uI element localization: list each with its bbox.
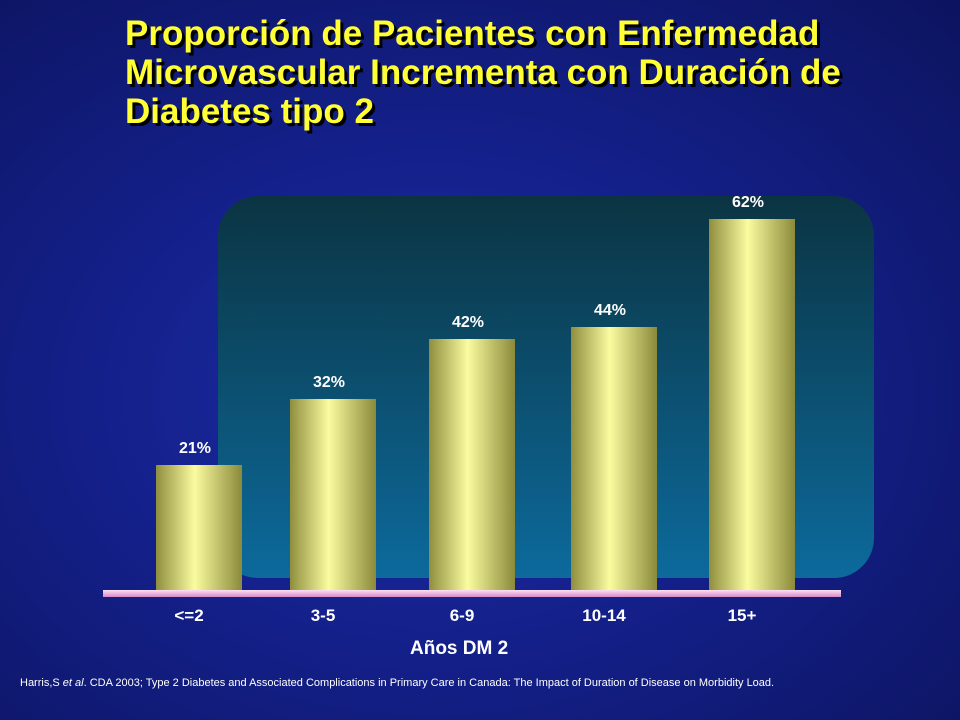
x-axis-label: Años DM 2 [410,638,509,659]
x-tick-label-4: 10-14 [582,606,626,625]
data-label-3: 42% [452,314,484,331]
bar-2 [290,399,376,591]
citation-etal: et al [62,677,84,689]
title-line-1: Proporción de Pacientes con Enfermedad [125,14,820,53]
data-label-4: 44% [594,302,626,319]
data-label-2: 32% [313,374,345,391]
title-line-2: Microvascular Incrementa con Duración de [125,53,841,92]
data-label-1: 21% [179,440,211,457]
bar-4 [571,327,657,591]
citation: Harris,S et al. CDA 2003; Type 2 Diabete… [20,677,950,689]
x-tick-label-2: 3-5 [311,606,336,625]
bar-5 [709,219,795,591]
citation-rest: . CDA 2003; Type 2 Diabetes and Associat… [83,677,775,689]
bar-3 [429,339,515,591]
x-tick-label-1: <=2 [174,606,203,625]
bar-1 [156,465,242,591]
x-tick-label-3: 6-9 [450,606,475,625]
title-line-3: Diabetes tipo 2 [125,92,374,131]
chart-baseline [103,590,841,597]
slide-title: Proporción de Pacientes con Enfermedad M… [125,14,925,131]
citation-author: Harris,S [20,677,63,689]
data-label-5: 62% [732,194,764,211]
x-tick-label-5: 15+ [728,606,757,625]
